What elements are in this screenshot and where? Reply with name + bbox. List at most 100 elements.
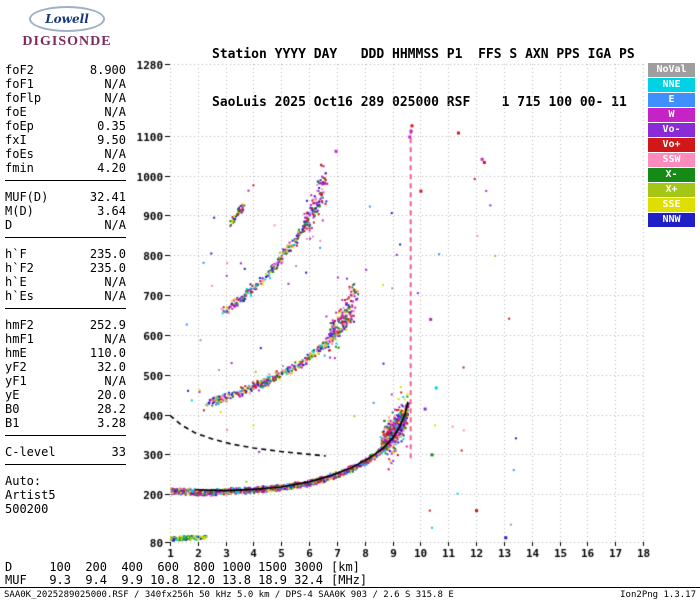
param-value: 110.0	[89, 346, 126, 360]
param-label: hmE	[5, 346, 27, 360]
table-value: 400	[121, 560, 143, 574]
table-unit: [km]	[331, 560, 360, 574]
logo-digisonde-text: DIGISONDE	[22, 34, 112, 49]
lowell-logo-ellipse: Lowell	[29, 6, 105, 32]
param-label: foEs	[5, 147, 34, 161]
table-value: 12.0	[186, 572, 215, 587]
table-value: 600	[157, 560, 179, 574]
legend-ssw: SSW	[648, 153, 695, 167]
param-label: h`F2	[5, 261, 34, 275]
table-value: 9.4	[85, 572, 107, 587]
table-value: 800	[193, 560, 215, 574]
muf-row: MUF 9.3 9.4 9.9 10.8 12.0 13.8 18.9 32.4 [MHz]	[5, 572, 368, 587]
divider	[5, 308, 126, 309]
ionogram-plot	[130, 58, 660, 570]
lowell-digisonde-logo: Lowell DIGISONDE	[8, 6, 126, 50]
param-value: N/A	[104, 374, 126, 388]
param-row: Artist5	[5, 488, 126, 502]
param-label: foEp	[5, 119, 34, 133]
param-value: 3.28	[97, 416, 126, 430]
param-label: C-level	[5, 445, 56, 459]
param-row: B0 28.2	[5, 402, 126, 416]
param-value: 3.64	[97, 204, 126, 218]
param-label: Artist5	[5, 488, 56, 502]
param-row: fmin 4.20	[5, 161, 126, 175]
table-value: 100	[49, 560, 71, 574]
parameter-panel: foF2 8.900 foF1 N/A foFlp N/A foE N/A foEp 0.35 fx…	[5, 63, 126, 516]
param-value: 32.41	[89, 190, 126, 204]
param-label: fxI	[5, 133, 27, 147]
param-value: 28.2	[97, 402, 126, 416]
status-bar: SAA0K_2025289025000.RSF / 340fx256h 50 k…	[0, 587, 700, 600]
legend-x-: X-	[648, 168, 695, 182]
param-label: h`E	[5, 275, 27, 289]
param-value: N/A	[104, 332, 126, 346]
table-value: 9.9	[121, 572, 143, 587]
param-row: M(D) 3.64	[5, 204, 126, 218]
param-row: 500200	[5, 502, 126, 516]
divider	[5, 435, 126, 436]
param-label: B1	[5, 416, 20, 430]
divider	[5, 237, 126, 238]
param-label: hmF2	[5, 318, 34, 332]
param-row: h`Es N/A	[5, 289, 126, 303]
param-label: foE	[5, 105, 27, 119]
param-row: hmE 110.0	[5, 346, 126, 360]
legend-w: W	[648, 108, 695, 122]
param-value: N/A	[104, 289, 126, 303]
param-value: 9.50	[97, 133, 126, 147]
param-label: M(D)	[5, 204, 34, 218]
legend-x+: X+	[648, 183, 695, 197]
param-row: C-level 33	[5, 445, 126, 459]
table-value: 9.3	[49, 572, 71, 587]
param-row: B1 3.28	[5, 416, 126, 430]
table-row-label: MUF	[5, 572, 27, 587]
param-label: 500200	[5, 502, 49, 516]
param-value: 235.0	[89, 261, 126, 275]
legend-vo+: Vo+	[648, 138, 695, 152]
logo-lowell-text: Lowell	[45, 12, 89, 26]
d-muf-table: D 100 200 400 600 800 1000 1500 3000 [km] MUF 9.3 9.…	[5, 561, 367, 586]
param-value: 8.900	[89, 63, 126, 77]
param-value: 0.35	[97, 119, 126, 133]
param-row: h`F2 235.0	[5, 261, 126, 275]
param-label: hmF1	[5, 332, 34, 346]
param-row: foEs N/A	[5, 147, 126, 161]
param-value: 4.20	[97, 161, 126, 175]
legend-sse: SSE	[648, 198, 695, 212]
param-label: foF2	[5, 63, 34, 77]
param-row: Auto:	[5, 474, 126, 488]
param-value: N/A	[104, 147, 126, 161]
param-value: 32.0	[97, 360, 126, 374]
param-row: D N/A	[5, 218, 126, 232]
param-row: hmF2 252.9	[5, 318, 126, 332]
param-label: foFlp	[5, 91, 42, 105]
param-row: hmF1 N/A	[5, 332, 126, 346]
param-row: foE N/A	[5, 105, 126, 119]
param-row: fxI 9.50	[5, 133, 126, 147]
table-value: 1000	[222, 560, 251, 574]
param-label: fmin	[5, 161, 34, 175]
param-row: yF2 32.0	[5, 360, 126, 374]
param-label: yE	[5, 388, 20, 402]
table-value: 18.9	[258, 572, 287, 587]
legend-nnw: NNW	[648, 213, 695, 227]
param-label: D	[5, 218, 13, 232]
footer-program-version: Ion2Png 1.3.17	[620, 590, 696, 600]
param-row: foEp 0.35	[5, 119, 126, 133]
param-value: N/A	[104, 275, 126, 289]
legend-vo-: Vo-	[648, 123, 695, 137]
param-value: 20.0	[97, 388, 126, 402]
table-value: 200	[85, 560, 107, 574]
param-value: 235.0	[89, 247, 126, 261]
param-row: yF1 N/A	[5, 374, 126, 388]
param-value: 33	[111, 445, 126, 459]
direction-legend: NoVal NNE E W Vo- Vo+ SSW X- X+ SSE NNW	[648, 63, 695, 228]
param-value: N/A	[104, 105, 126, 119]
param-label: B0	[5, 402, 20, 416]
param-row: foF1 N/A	[5, 77, 126, 91]
param-label: h`F	[5, 247, 27, 261]
param-value: N/A	[104, 77, 126, 91]
table-unit: [MHz]	[331, 572, 368, 587]
